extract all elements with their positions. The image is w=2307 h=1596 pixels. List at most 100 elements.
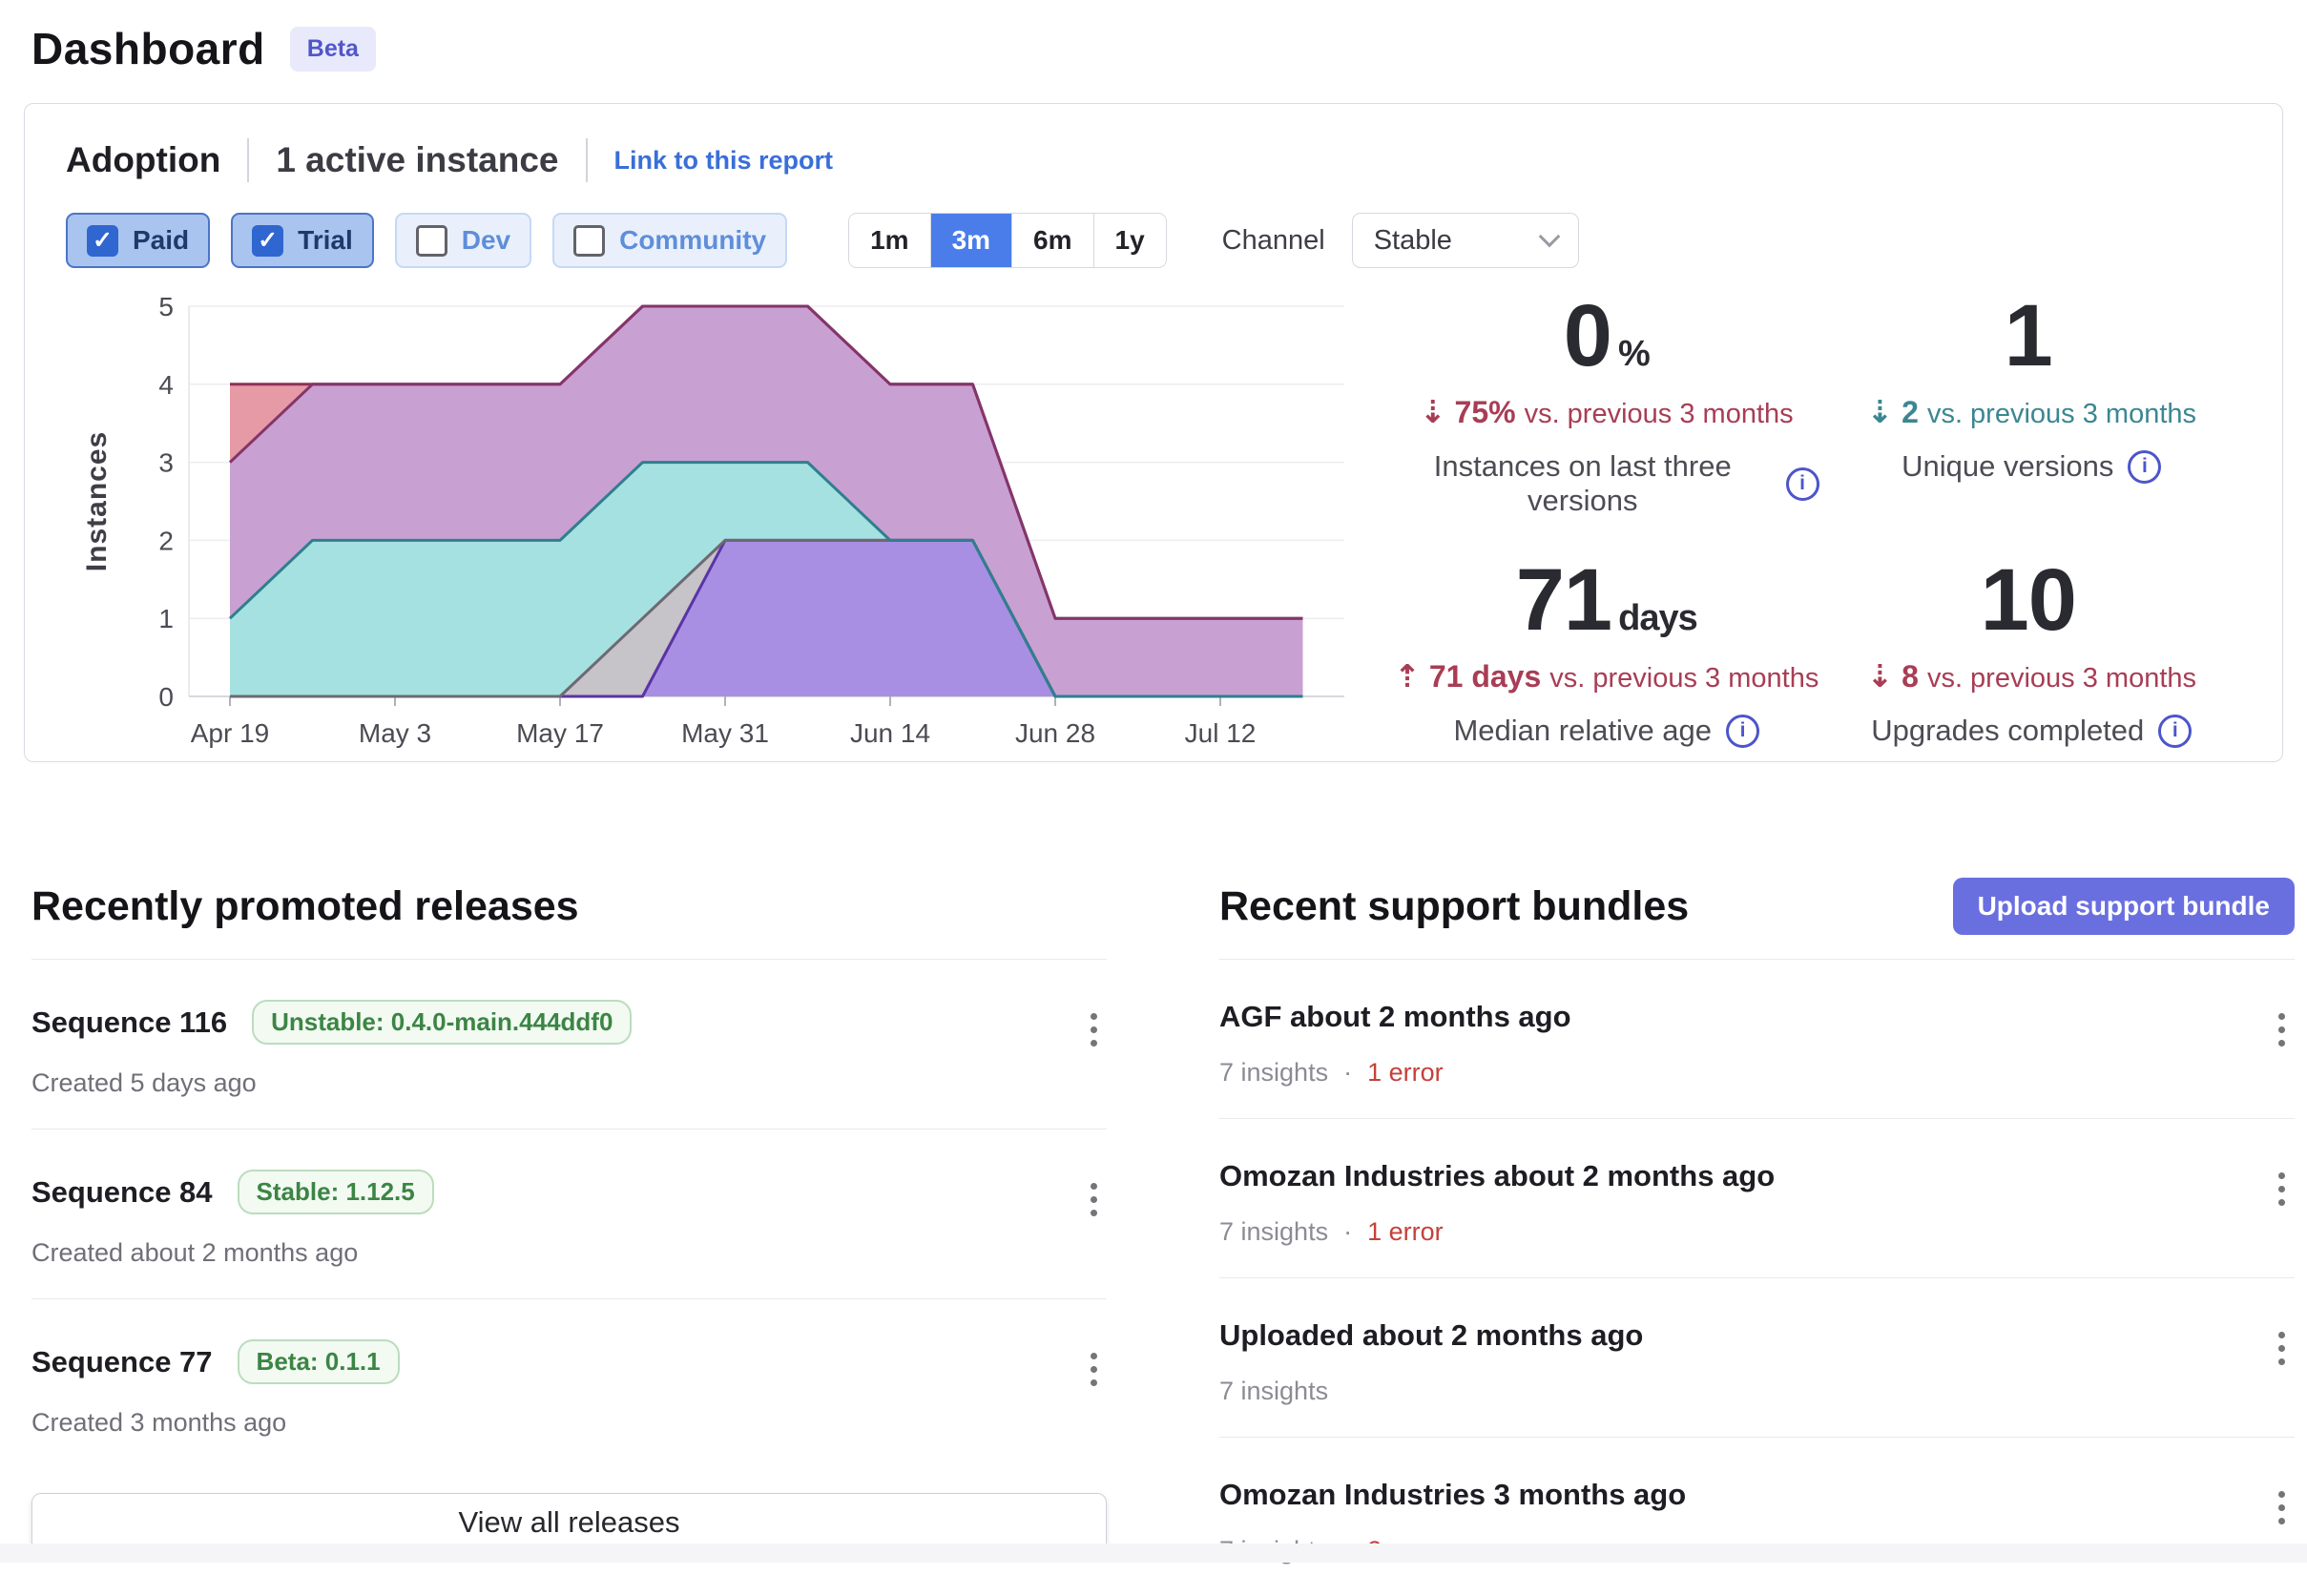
filter-row: Paid Trial Dev Community 1m 3m 6m 1y Cha…: [66, 213, 2282, 268]
active-instance-count: 1 active instance: [276, 140, 559, 179]
bundle-title: AGF about 2 months ago: [1219, 1000, 1571, 1033]
release-row[interactable]: Sequence 116 Unstable: 0.4.0-main.444ddf…: [31, 959, 1107, 1129]
kebab-menu-button[interactable]: [1081, 1004, 1107, 1056]
release-row-main: Sequence 116 Unstable: 0.4.0-main.444ddf…: [31, 1000, 633, 1098]
release-title: Sequence 84: [31, 1174, 213, 1209]
kebab-menu-button[interactable]: [1081, 1343, 1107, 1396]
info-icon[interactable]: i: [1726, 714, 1760, 748]
stat-delta: ⇣ 75% vs. previous 3 months: [1419, 393, 1794, 430]
time-range-segmented-control: 1m 3m 6m 1y: [848, 213, 1167, 268]
release-version-badge: Stable: 1.12.5: [237, 1170, 434, 1214]
release-title: Sequence 77: [31, 1344, 213, 1378]
svg-text:3: 3: [158, 448, 174, 478]
bundle-row[interactable]: AGF about 2 months ago 7 insights · 1 er…: [1219, 959, 2295, 1118]
range-1m[interactable]: 1m: [849, 214, 931, 267]
info-icon[interactable]: i: [2128, 449, 2162, 484]
bundle-row[interactable]: Uploaded about 2 months ago 7 insights ·: [1219, 1277, 2295, 1437]
bundle-insights: 7 insights: [1219, 1058, 1329, 1087]
stat-unique-versions: 1 ⇣ 2 vs. previous 3 months Unique version…: [1819, 292, 2245, 518]
stat-value: 10: [1980, 551, 2077, 649]
stat-caption: Upgrades completed i: [1819, 714, 2245, 748]
dashed-up-arrow-icon: ⇡: [1394, 657, 1421, 694]
channel-label: Channel: [1221, 224, 1325, 256]
release-row-main: Sequence 77 Beta: 0.1.1 Created 3 months…: [31, 1339, 400, 1438]
release-created: Created 5 days ago: [31, 1068, 257, 1097]
info-icon[interactable]: i: [2158, 714, 2193, 748]
stat-caption: Instances on last three versions i: [1394, 449, 1819, 518]
stat-value: 1: [2004, 287, 2053, 384]
svg-text:Jun 28: Jun 28: [1015, 718, 1095, 748]
channel-select[interactable]: Stable: [1351, 213, 1579, 268]
filter-dev[interactable]: Dev: [394, 213, 532, 268]
view-all-releases-button[interactable]: View all releases: [31, 1493, 1107, 1552]
release-row[interactable]: Sequence 84 Stable: 1.12.5 Created about…: [31, 1129, 1107, 1298]
release-row-main: Sequence 84 Stable: 1.12.5 Created about…: [31, 1170, 434, 1268]
releases-heading: Recently promoted releases: [31, 882, 579, 929]
page-title: Dashboard: [31, 24, 265, 73]
beta-badge: Beta: [289, 26, 376, 72]
checkbox-unchecked-icon: [573, 224, 606, 257]
dot-separator: ·: [1343, 1217, 1353, 1246]
filter-label: Trial: [298, 225, 353, 255]
filter-trial[interactable]: Trial: [231, 213, 374, 268]
link-to-report[interactable]: Link to this report: [613, 145, 834, 175]
bundle-insights: 7 insights: [1219, 1377, 1329, 1405]
stat-delta: ⇣ 8 vs. previous 3 months: [1866, 657, 2197, 694]
kebab-menu-button[interactable]: [2269, 1322, 2295, 1375]
divider: [247, 138, 250, 182]
svg-text:Instances: Instances: [81, 431, 113, 571]
chevron-down-icon: [1538, 225, 1561, 248]
bundles-header: Recent support bundles Upload support bu…: [1219, 877, 2295, 936]
stat-delta: ⇣ 2 vs. previous 3 months: [1866, 393, 2197, 430]
range-3m[interactable]: 3m: [930, 214, 1013, 267]
filter-paid[interactable]: Paid: [66, 213, 211, 268]
info-icon[interactable]: i: [1785, 466, 1819, 501]
release-row[interactable]: Sequence 77 Beta: 0.1.1 Created 3 months…: [31, 1298, 1107, 1468]
bundle-row-main: AGF about 2 months ago 7 insights · 1 er…: [1219, 1000, 1571, 1088]
svg-text:4: 4: [158, 370, 174, 400]
svg-text:Jul 12: Jul 12: [1185, 718, 1257, 748]
stat-caption: Unique versions i: [1819, 449, 2245, 484]
dashed-down-arrow-icon: ⇣: [1866, 393, 1894, 430]
kebab-menu-button[interactable]: [2269, 1482, 2295, 1534]
bundle-meta: 7 insights · 1 error: [1219, 1217, 1775, 1247]
channel-selected-value: Stable: [1373, 224, 1452, 256]
bundles-section: Recent support bundles Upload support bu…: [1219, 877, 2295, 1596]
checkbox-checked-icon: [252, 224, 284, 257]
bundle-row[interactable]: Omozan Industries 3 months ago 7 insight…: [1219, 1437, 2295, 1596]
range-6m[interactable]: 6m: [1012, 214, 1094, 267]
channel-control: Channel Stable: [1222, 213, 1579, 268]
upload-support-bundle-button[interactable]: Upload support bundle: [1952, 878, 2295, 935]
bundle-title: Omozan Industries about 2 months ago: [1219, 1159, 1776, 1192]
release-title: Sequence 116: [31, 1005, 228, 1039]
kebab-menu-button[interactable]: [2269, 1004, 2295, 1056]
bundle-errors: 1 error: [1367, 1217, 1444, 1246]
adoption-chart: 0 1 2 3 4 5 Apr 19 May 3 May 17 May 31 Jun 14 Jun 2…: [77, 292, 1365, 752]
filter-community[interactable]: Community: [552, 213, 788, 268]
stats-grid: 0% ⇣ 75% vs. previous 3 months Instances o…: [1394, 292, 2244, 752]
bundle-title: Omozan Industries 3 months ago: [1219, 1478, 1687, 1511]
range-1y[interactable]: 1y: [1093, 214, 1166, 267]
releases-section: Recently promoted releases Sequence 116 …: [31, 877, 1107, 1596]
svg-text:5: 5: [158, 292, 174, 321]
release-version-badge: Beta: 0.1.1: [237, 1339, 400, 1384]
dashed-down-arrow-icon: ⇣: [1866, 657, 1894, 694]
filter-label: Community: [619, 225, 767, 255]
bundle-title: Uploaded about 2 months ago: [1219, 1318, 1644, 1352]
bundle-row[interactable]: Omozan Industries about 2 months ago 7 i…: [1219, 1118, 2295, 1277]
svg-text:Jun 14: Jun 14: [850, 718, 930, 748]
kebab-menu-button[interactable]: [1081, 1173, 1107, 1226]
stat-median-relative-age: 71 days ⇡ 71 days vs. previous 3 months Med…: [1394, 556, 1819, 748]
stat-upgrades-completed: 10 ⇣ 8 vs. previous 3 months Upgrades comp…: [1819, 556, 2245, 748]
svg-text:Apr 19: Apr 19: [191, 718, 270, 748]
footer-strip: [0, 1544, 2307, 1563]
svg-text:May 3: May 3: [359, 718, 431, 748]
kebab-menu-button[interactable]: [2269, 1163, 2295, 1215]
bundle-insights: 7 insights: [1219, 1217, 1329, 1246]
release-version-badge: Unstable: 0.4.0-main.444ddf0: [252, 1000, 633, 1045]
filter-label: Dev: [461, 225, 511, 255]
dashed-down-arrow-icon: ⇣: [1419, 393, 1446, 430]
svg-text:1: 1: [158, 604, 174, 633]
stat-value: 0%: [1563, 287, 1651, 384]
stat-instances-last-three-versions: 0% ⇣ 75% vs. previous 3 months Instances o…: [1394, 292, 1819, 518]
